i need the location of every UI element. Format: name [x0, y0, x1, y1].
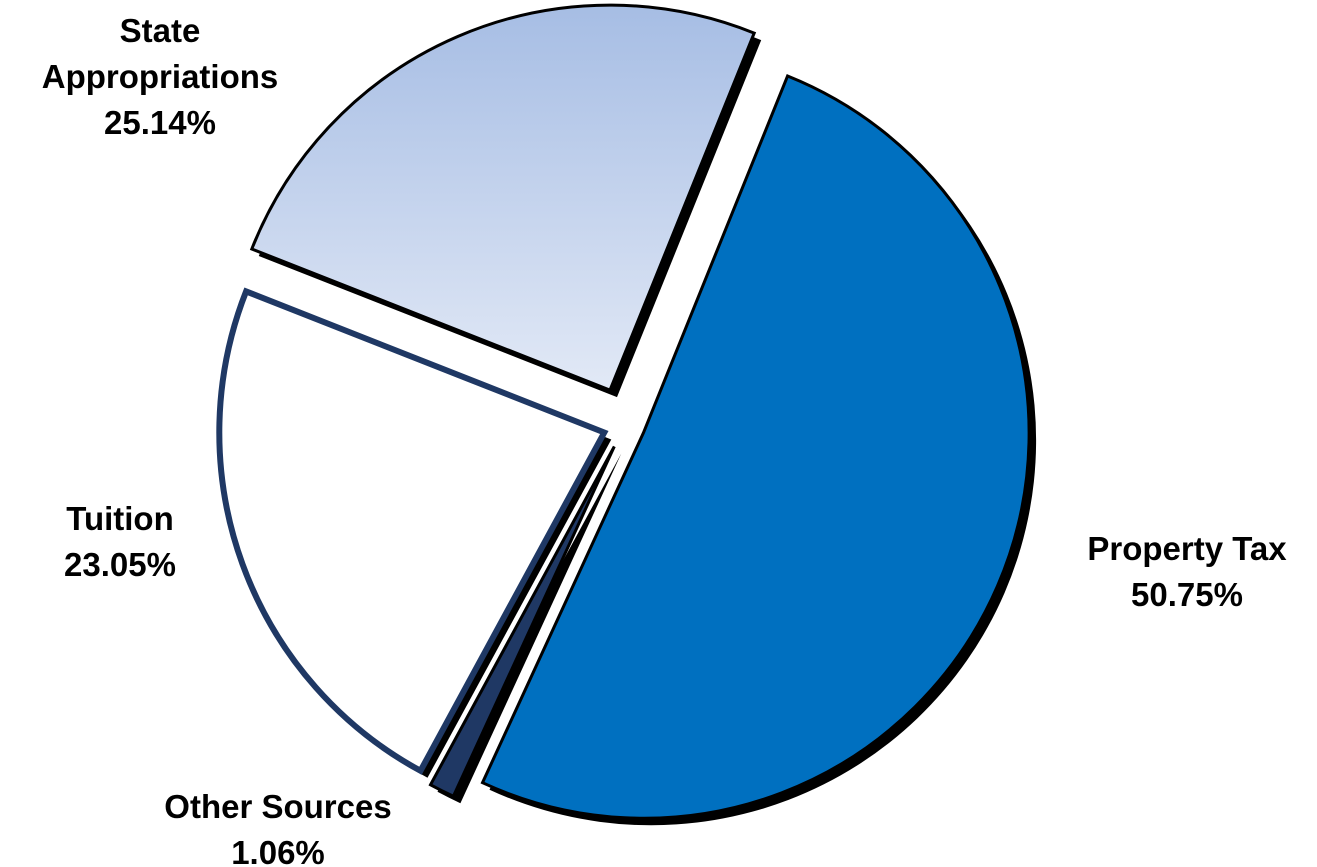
pie-slice-tuition: [216, 287, 609, 775]
slice-label-other-sources: Other Sources 1.06%: [164, 788, 391, 867]
slice-value-label: 23.05%: [64, 546, 176, 583]
slice-label-state-appropriations: State Appropriations 25.14%: [42, 12, 279, 141]
slice-value-label: 1.06%: [231, 834, 325, 867]
slice-value-label: 25.14%: [104, 104, 216, 141]
pie-slice-other-sources: [428, 445, 616, 799]
slice-category-label: Tuition: [66, 500, 174, 537]
pie-slices: [216, 3, 1031, 820]
slice-label-tuition: Tuition 23.05%: [64, 500, 176, 583]
pie-slice-property-tax: [480, 74, 1031, 820]
slice-value-label: 50.75%: [1131, 576, 1243, 613]
slice-category-label: Other Sources: [164, 788, 391, 825]
slice-category-label: Property Tax: [1087, 530, 1287, 567]
slice-label-property-tax: Property Tax 50.75%: [1087, 530, 1287, 613]
slice-category-label: Appropriations: [42, 58, 279, 95]
pie-slice-state-appropriations: [249, 3, 757, 393]
slice-labels: Property Tax 50.75% Other Sources 1.06% Tuit…: [42, 12, 1288, 867]
slice-category-label: State: [120, 12, 201, 49]
